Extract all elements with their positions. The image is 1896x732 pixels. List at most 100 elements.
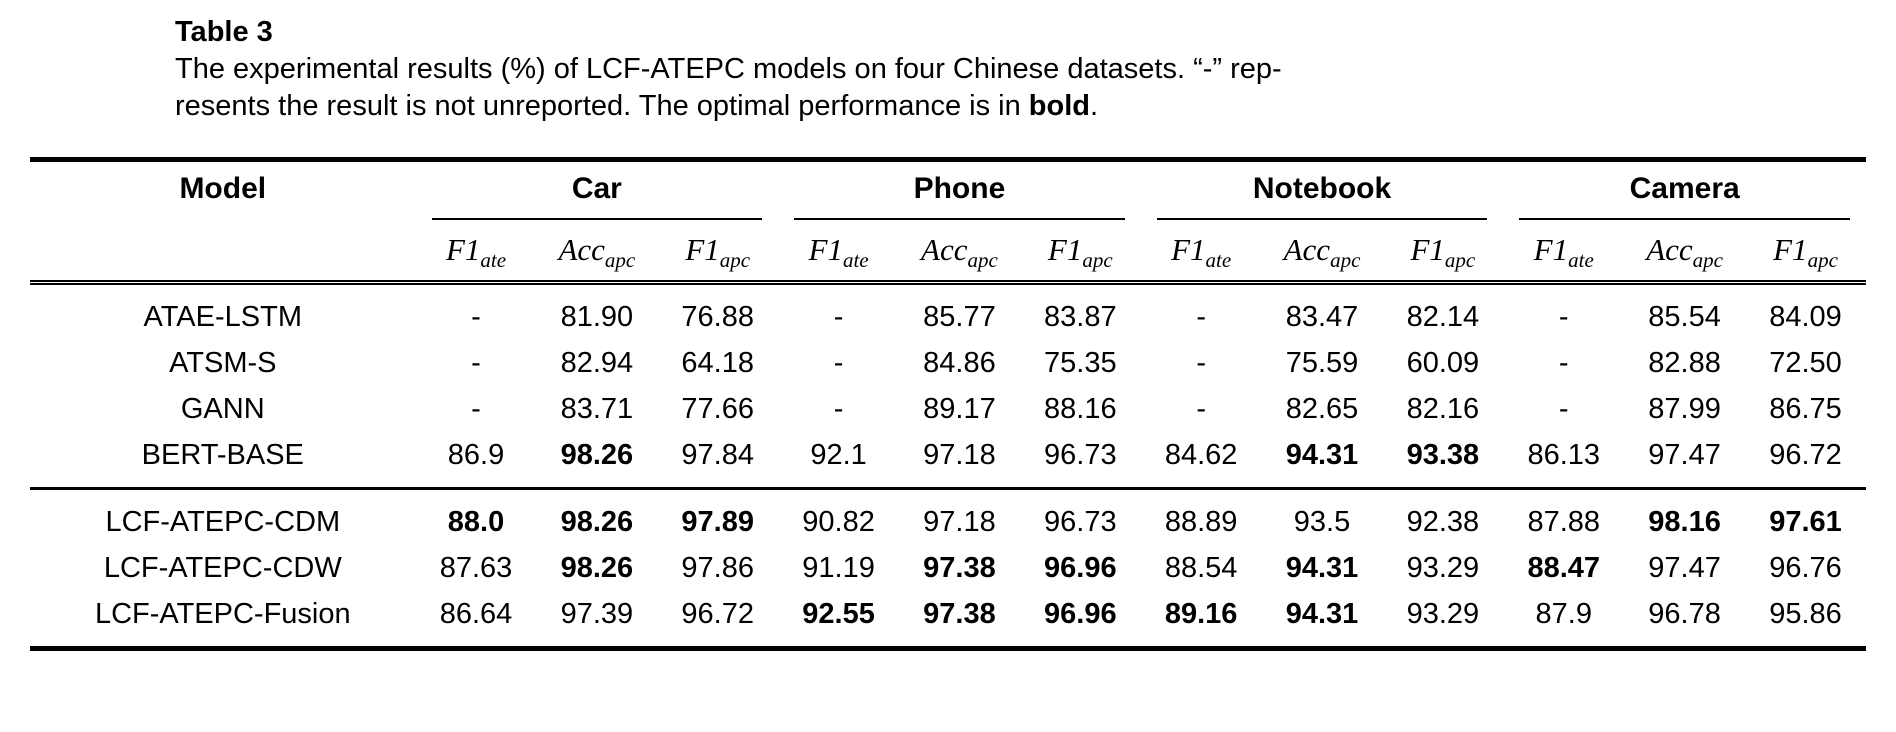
value-cell: 87.88	[1503, 487, 1625, 545]
group-header-row: Model Car Phone Notebook Camera	[30, 159, 1866, 285]
value-cell: 93.38	[1406, 439, 1480, 471]
value-cell: 97.18	[899, 487, 1020, 545]
value-cell: 93.29	[1406, 598, 1480, 630]
value-cell: 83.71	[560, 393, 634, 425]
value-cell: -	[833, 301, 844, 333]
value-cell: -	[1196, 301, 1206, 333]
value-cell: 97.47	[1648, 439, 1721, 471]
value-cell: -	[1558, 393, 1569, 425]
value-cell: 88.16	[1044, 393, 1117, 425]
value-cell: 90.82	[778, 487, 899, 545]
value-cell: 96.78	[1648, 598, 1721, 630]
value-cell: 75.35	[1044, 347, 1117, 379]
group-header-car: Car	[416, 160, 779, 220]
value-cell: 89.17	[923, 393, 996, 425]
group-header-notebook: Notebook	[1141, 160, 1504, 220]
value-cell: 72.50	[1769, 347, 1842, 379]
value-cell: 88.89	[1140, 487, 1262, 545]
caption-label: Table 3	[175, 16, 273, 48]
col-header-f1-ate-camera: F1ate	[1503, 220, 1625, 285]
col-header-f1-apc-camera: F1apc	[1745, 220, 1866, 285]
lcf-atepc-models-group: LCF-ATEPC-CDM 88.0 98.26 97.89 90.82 97.18 96.…	[30, 487, 1866, 649]
value-cell: 97.18	[923, 439, 996, 471]
value-cell: -	[1196, 347, 1206, 379]
value-cell: 86.9	[447, 439, 505, 471]
value-cell: 97.47	[1648, 552, 1721, 584]
model-cell: GANN	[180, 393, 265, 425]
value-cell: 98.26	[560, 439, 634, 471]
value-cell: 96.73	[1044, 439, 1117, 471]
value-cell: -	[833, 347, 844, 379]
col-header-f1-apc-notebook: F1apc	[1382, 220, 1504, 285]
col-header-f1-ate-car: F1ate	[415, 220, 537, 285]
group-label-camera: Camera	[1519, 172, 1850, 220]
value-cell: 92.55	[802, 598, 875, 630]
value-cell: -	[1196, 393, 1206, 425]
value-cell: 94.31	[1285, 598, 1359, 630]
value-cell: 82.94	[560, 347, 634, 379]
value-cell: 87.9	[1535, 598, 1592, 630]
value-cell: 88.0	[415, 487, 537, 545]
model-cell: LCF-ATEPC-Fusion	[94, 598, 351, 630]
caption-bold-word: bold	[1028, 90, 1090, 122]
table-row: BERT-BASE 86.9 98.26 97.84 92.1 97.18 96.73 84.…	[30, 432, 1866, 489]
model-cell: BERT-BASE	[141, 439, 304, 471]
value-cell: 87.99	[1648, 393, 1721, 425]
value-cell: 96.72	[1769, 439, 1842, 471]
value-cell: 97.38	[923, 552, 996, 584]
value-cell: -	[471, 347, 481, 379]
value-cell: 88.47	[1527, 552, 1601, 584]
value-cell: 96.96	[1044, 598, 1117, 630]
col-header-f1-apc-phone: F1apc	[1019, 220, 1141, 285]
value-cell: 64.18	[681, 347, 754, 379]
col-header-acc-apc-camera: Accapc	[1624, 220, 1746, 285]
value-cell: 85.77	[923, 301, 996, 333]
table-row: LCF-ATEPC-CDW 87.63 98.26 97.86 91.19 97.38 96…	[30, 545, 1866, 591]
results-table: Model Car Phone Notebook Camera F1ate Acc…	[30, 157, 1866, 651]
model-cell: ATSM-S	[169, 347, 277, 379]
value-cell: 97.38	[923, 598, 996, 630]
metric-header-row: F1ate Accapc F1apc F1ate Accapc F1apc F1ate Acc…	[30, 220, 1866, 285]
caption-text-line2: resents the result is not unreported. Th…	[175, 88, 1836, 125]
caption-line2-post: .	[1090, 90, 1099, 122]
value-cell: 86.64	[439, 598, 513, 630]
value-cell: 81.90	[560, 301, 634, 333]
value-cell: 92.38	[1382, 487, 1504, 545]
caption-line2-pre: resents the result is not unreported. Th…	[175, 90, 1029, 122]
value-cell: 75.59	[1285, 347, 1359, 379]
value-cell: -	[471, 301, 481, 333]
value-cell: 86.13	[1527, 439, 1601, 471]
value-cell: 88.54	[1164, 552, 1238, 584]
group-label-phone: Phone	[794, 172, 1125, 220]
value-cell: 76.88	[681, 301, 754, 333]
table-row: ATAE-LSTM - 81.90 76.88 - 85.77 83.87 - 83.47 82.…	[30, 283, 1866, 341]
value-cell: 96.76	[1769, 552, 1842, 584]
group-label-notebook: Notebook	[1156, 172, 1488, 220]
value-cell: 95.86	[1769, 598, 1842, 630]
value-cell: 84.09	[1769, 301, 1842, 333]
value-cell: 60.09	[1406, 347, 1480, 379]
col-header-acc-apc-phone: Accapc	[899, 220, 1020, 285]
model-cell: LCF-ATEPC-CDM	[30, 487, 416, 545]
value-cell: 83.47	[1285, 301, 1359, 333]
model-column-header: Model	[30, 159, 416, 285]
table-row: LCF-ATEPC-Fusion 86.64 97.39 96.72 92.55 97.3…	[30, 591, 1866, 649]
value-cell: 96.73	[1019, 487, 1141, 545]
table-row: LCF-ATEPC-CDM 88.0 98.26 97.89 90.82 97.18 96.…	[30, 487, 1866, 545]
value-cell: 98.26	[560, 552, 634, 584]
value-cell: 94.31	[1285, 439, 1359, 471]
group-header-phone: Phone	[778, 160, 1141, 220]
value-cell: -	[1558, 301, 1569, 333]
value-cell: 96.72	[681, 598, 754, 630]
value-cell: 97.61	[1745, 487, 1866, 545]
value-cell: 98.26	[536, 487, 658, 545]
value-cell: 87.63	[439, 552, 513, 584]
col-header-f1-apc-car: F1apc	[657, 220, 779, 285]
value-cell: 89.16	[1164, 598, 1238, 630]
model-cell: LCF-ATEPC-CDW	[103, 552, 342, 584]
baseline-models-group: ATAE-LSTM - 81.90 76.88 - 85.77 83.87 - 83.47 82.…	[30, 283, 1866, 489]
value-cell: 85.54	[1648, 301, 1721, 333]
value-cell: 97.86	[681, 552, 754, 584]
table-row: ATSM-S - 82.94 64.18 - 84.86 75.35 - 75.59 60.09 -…	[30, 340, 1866, 386]
col-header-f1-ate-phone: F1ate	[778, 220, 899, 285]
